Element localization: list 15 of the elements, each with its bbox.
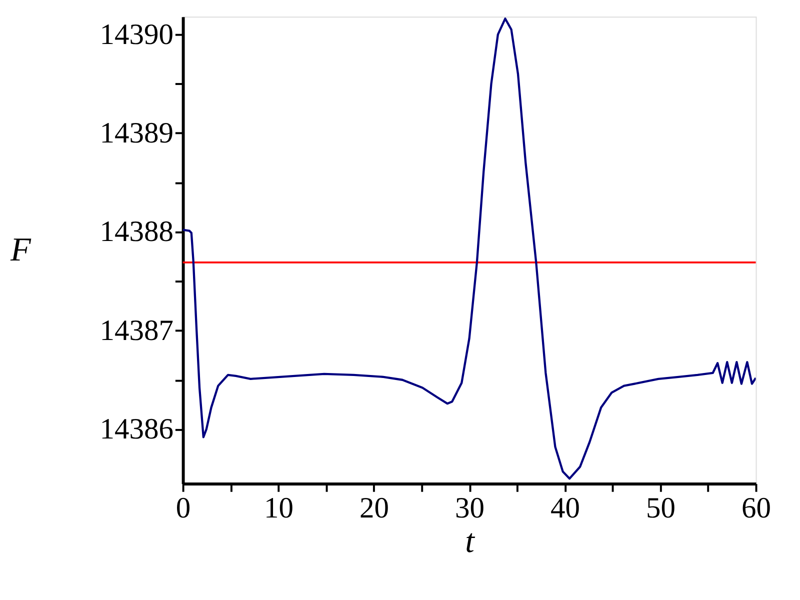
line-series <box>182 18 756 480</box>
x-tick-label: 50 <box>646 492 676 524</box>
x-tick-label: 20 <box>360 492 390 524</box>
y-tick-label: 14388 <box>100 216 174 248</box>
x-axis-title: t <box>465 522 476 560</box>
x-tick-label: 60 <box>742 492 771 524</box>
y-tick-label: 14386 <box>100 414 174 446</box>
y-tick-label: 14387 <box>100 314 174 347</box>
x-tick-label: 30 <box>455 492 485 524</box>
x-tick-label: 40 <box>550 492 580 524</box>
y-tick-label: 14390 <box>100 18 174 51</box>
x-tick-label: 10 <box>264 492 294 524</box>
x-tick-label: 0 <box>176 492 191 524</box>
y-tick-label: 14389 <box>100 117 174 150</box>
y-axis-title: F <box>10 231 32 268</box>
